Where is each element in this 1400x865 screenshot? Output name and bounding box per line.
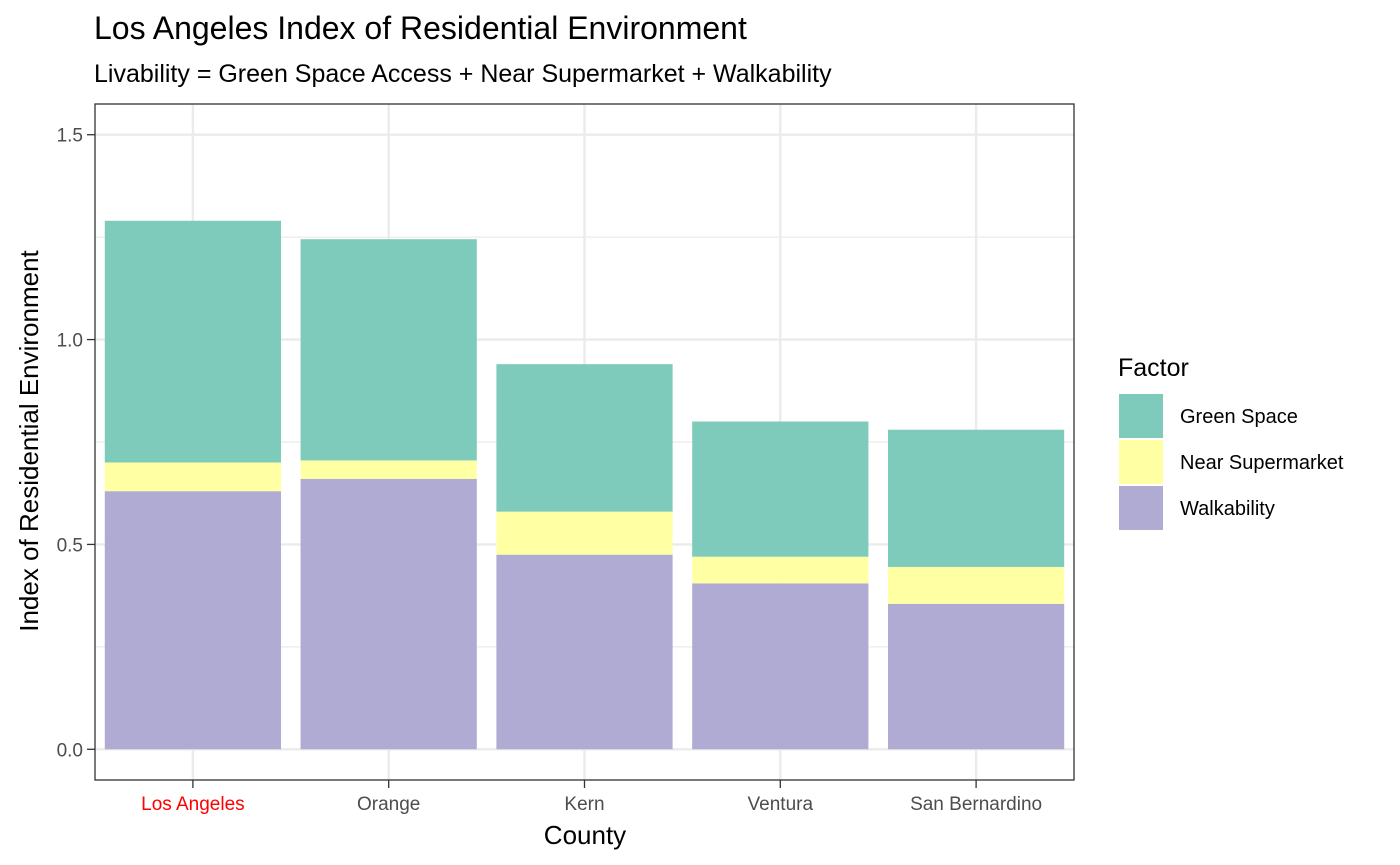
x-tick-label: Kern	[564, 794, 604, 815]
legend-label: Green Space	[1180, 406, 1298, 428]
bar-walkability	[104, 491, 282, 750]
plot-area: 0.0 0.5 1.0 1.5 Los Angeles Orange Kern Ventura…	[57, 103, 1075, 815]
bar-near-supermarket	[692, 556, 869, 584]
bar-walkability	[496, 554, 673, 750]
bar-near-supermarket	[887, 566, 1065, 604]
legend-swatch-walkability	[1119, 486, 1163, 530]
x-tick-label: San Bernardino	[910, 794, 1042, 815]
bar-green-space	[300, 239, 477, 461]
chart-title: Los Angeles Index of Residential Environ…	[94, 10, 747, 46]
bar-near-supermarket	[300, 460, 477, 479]
bar-green-space	[496, 364, 673, 512]
legend-title: Factor	[1118, 354, 1189, 382]
legend-label: Walkability	[1180, 498, 1275, 520]
y-tick-label: 1.5	[57, 126, 83, 147]
bar-walkability	[692, 583, 869, 750]
bar-near-supermarket	[496, 511, 673, 555]
bar-near-supermarket	[104, 462, 282, 492]
bar-walkability	[300, 478, 477, 750]
x-tick-label: Ventura	[748, 794, 814, 815]
bar-green-space	[104, 220, 282, 463]
x-axis-title: County	[544, 820, 626, 850]
y-tick-label: 1.0	[57, 331, 83, 352]
y-tick-label: 0.5	[57, 535, 83, 556]
x-tick-label: Orange	[357, 794, 420, 815]
bar-green-space	[887, 429, 1065, 567]
chart-subtitle: Livability = Green Space Access + Near S…	[94, 60, 832, 88]
x-tick-label: Los Angeles	[141, 794, 245, 815]
legend-label: Near Supermarket	[1180, 452, 1344, 474]
legend-swatch-near-supermarket	[1119, 440, 1163, 484]
bar-green-space	[692, 421, 869, 557]
legend-swatch-green-space	[1119, 394, 1163, 438]
y-tick-label: 0.0	[57, 740, 83, 761]
bar-walkability	[887, 603, 1065, 750]
y-axis-title: Index of Residential Environment	[14, 249, 44, 631]
legend: Factor Green Space Near Supermarket Walkab…	[1118, 354, 1344, 531]
